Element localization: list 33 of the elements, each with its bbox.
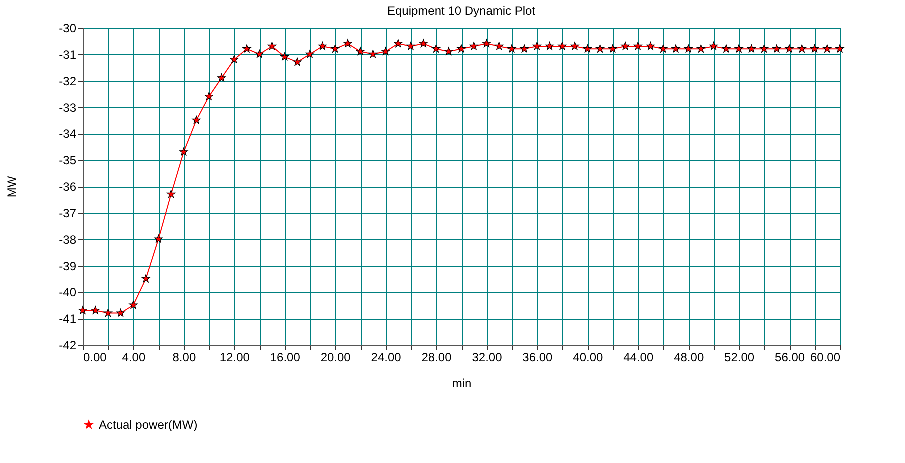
y-tick-label: -34 [59,127,77,142]
x-tick-label: 12.00 [220,350,250,364]
y-tick-label: -36 [59,180,77,194]
x-tick-label: 24.00 [371,350,402,364]
y-tick-label: -40 [59,286,77,300]
x-tick-label: 56.00 [775,350,806,364]
x-tick-label: 0.00 [84,350,108,364]
y-tick-label: -31 [59,48,77,62]
x-tick-label: 8.00 [172,350,196,364]
y-tick-label: -30 [59,22,77,36]
x-tick-label: 4.00 [122,350,146,364]
x-tick-label: 36.00 [522,350,554,364]
y-tick-label: -33 [59,100,77,115]
x-tick-label: 32.00 [472,350,503,364]
x-tick-label: 52.00 [724,350,755,364]
y-tick-label: -38 [59,232,77,247]
x-tick-label: 28.00 [422,350,452,364]
x-tick-label: 40.00 [573,350,604,364]
y-tick-label: -37 [59,206,77,220]
x-tick-label: 48.00 [674,350,704,364]
chart-title: Equipment 10 Dynamic Plot [387,4,536,18]
y-axis-title: MW [5,176,20,198]
y-tick-label: -32 [59,74,77,88]
y-tick-label: -35 [59,154,77,168]
y-tick-label: -39 [59,259,77,274]
y-tick-label: -42 [59,338,77,352]
x-tick-label: 20.00 [320,350,352,364]
x-tick-label: 16.00 [270,350,301,364]
x-tick-label: 44.00 [624,350,654,364]
x-tick-label: 60.00 [810,350,841,364]
x-axis-title: min [452,376,472,390]
y-tick-label: -41 [59,312,77,326]
legend-label: Actual power(MW) [99,418,198,432]
